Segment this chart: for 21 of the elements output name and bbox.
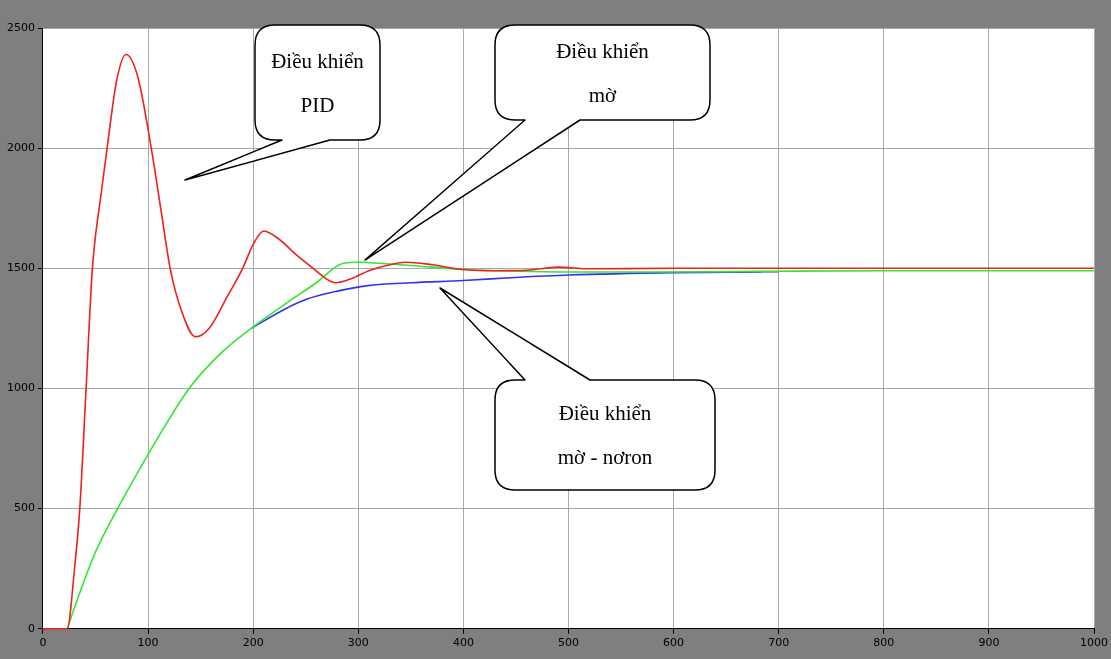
x-tick-label: 1000 (1080, 636, 1108, 650)
x-tick-label: 500 (558, 636, 579, 650)
y-tick-label: 2000 (6, 141, 35, 155)
x-tick-label: 200 (242, 636, 264, 650)
line-series (66, 261, 1095, 630)
annotation: Điều khiển mờ (556, 38, 650, 107)
y-tick-label: 1500 (6, 261, 35, 275)
x-tick-label: 700 (768, 636, 790, 650)
annotation: Điều khiển mờ - nơron (557, 401, 653, 469)
y-tick-label: 1000 (6, 381, 35, 395)
x-tick-label: 400 (452, 636, 474, 650)
annotation: Điều khiển PID (271, 48, 365, 117)
x-tick-label: 800 (873, 636, 895, 650)
x-tick-label: 900 (978, 636, 1000, 650)
y-tick-label: 0 (27, 621, 35, 635)
x-tick-label: 600 (663, 636, 685, 650)
x-tick-label: 300 (347, 636, 369, 650)
x-tick-label: 0 (39, 636, 47, 650)
x-tick-label: 100 (137, 636, 159, 650)
y-tick-label: 2500 (6, 20, 35, 34)
y-tick-label: 500 (13, 501, 35, 515)
